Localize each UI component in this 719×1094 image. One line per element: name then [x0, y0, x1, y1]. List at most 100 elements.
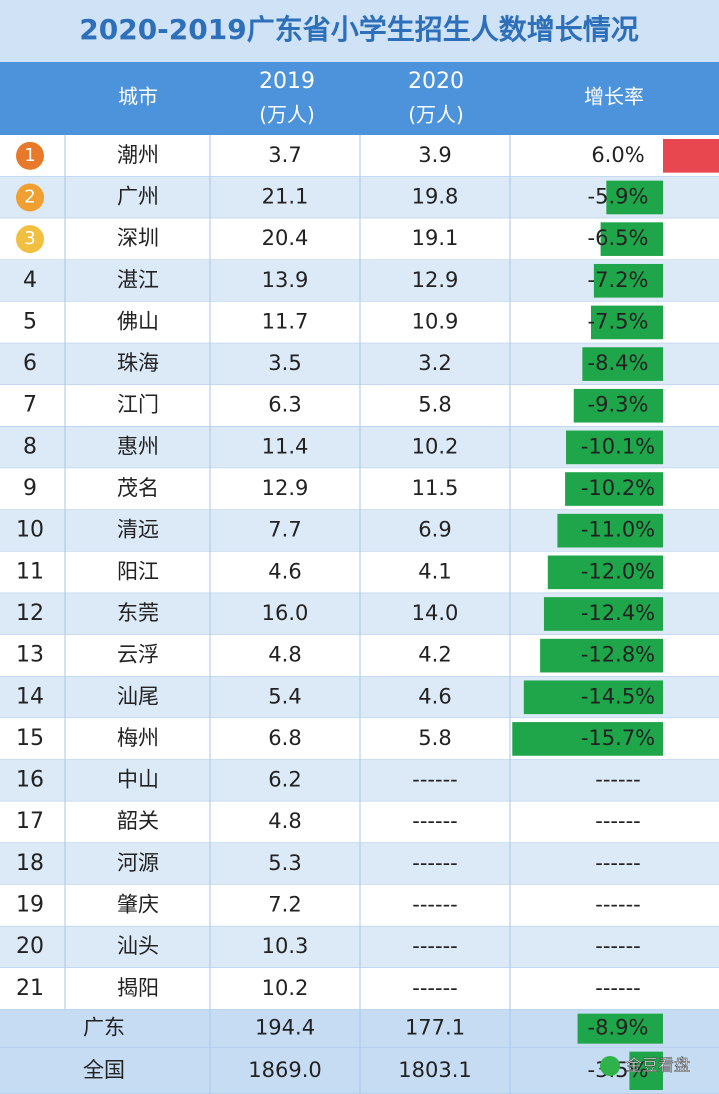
value-2019: 6.2 — [268, 768, 301, 792]
growth-label: -11.0% — [581, 518, 655, 542]
value-2020: 4.2 — [418, 643, 451, 667]
city: 揭阳 — [117, 976, 159, 1000]
header-growth: 增长率 — [584, 85, 644, 109]
growth-bar — [565, 472, 663, 506]
rank: 17 — [16, 809, 44, 834]
value-2020: 3.9 — [418, 143, 451, 167]
rank: 11 — [16, 559, 44, 584]
value-2019: 5.3 — [268, 851, 301, 875]
rank: 20 — [16, 934, 44, 959]
city: 广东 — [83, 1016, 125, 1040]
rank: 8 — [23, 434, 37, 459]
value-2020: 3.2 — [418, 351, 451, 375]
growth-label: ------ — [595, 851, 640, 875]
value-2020: ------ — [412, 893, 457, 917]
rank: 6 — [23, 351, 37, 376]
city: 广州 — [117, 184, 159, 208]
value-2020: 4.6 — [418, 684, 451, 708]
rank: 10 — [16, 518, 44, 543]
city: 河源 — [117, 851, 159, 875]
rank: 14 — [16, 684, 44, 709]
rank-badge — [16, 141, 44, 170]
growth-bar — [540, 638, 663, 673]
value-2019: 21.1 — [262, 184, 309, 208]
rank: 2 — [24, 186, 35, 207]
value-2020: 6.9 — [418, 518, 451, 542]
growth-label: -9.3% — [588, 393, 649, 417]
value-2020: 19.8 — [412, 184, 459, 208]
value-2019: 6.8 — [268, 726, 301, 750]
rank: 15 — [16, 726, 44, 751]
rank: 5 — [23, 309, 37, 334]
rank: 1 — [24, 145, 35, 166]
city: 潮州 — [117, 143, 159, 167]
value-2019: 7.7 — [268, 518, 301, 542]
growth-bar — [577, 1013, 663, 1044]
growth-bar — [543, 597, 663, 631]
city: 惠州 — [117, 434, 159, 458]
rank: 16 — [16, 768, 44, 793]
rank: 12 — [16, 601, 44, 626]
rank: 4 — [23, 268, 37, 293]
city: 云浮 — [117, 643, 159, 667]
rank: 19 — [16, 893, 44, 918]
city: 东莞 — [117, 601, 159, 625]
value-2020: 19.1 — [412, 226, 459, 250]
city: 佛山 — [117, 309, 159, 333]
value-2019: 13.9 — [262, 268, 309, 292]
growth-label: -14.5% — [581, 684, 655, 708]
city: 清远 — [117, 518, 159, 542]
header-row — [0, 62, 719, 135]
growth-label: -5.9% — [588, 184, 649, 208]
title: 2020-2019广东省小学生招生人数增长情况 — [79, 13, 638, 46]
watermark-logo — [600, 1056, 620, 1076]
value-2019: 12.9 — [262, 476, 309, 500]
value-2019: 7.2 — [268, 893, 301, 917]
value-2019: 3.5 — [268, 351, 301, 375]
growth-label: ------ — [595, 768, 640, 792]
city: 阳江 — [117, 559, 159, 583]
value-2020: 10.2 — [412, 434, 459, 458]
value-2020: 14.0 — [412, 601, 459, 625]
rank: 13 — [16, 643, 44, 668]
value-2019: 4.8 — [268, 809, 301, 833]
growth-bar — [600, 222, 663, 256]
value-2020: ------ — [412, 851, 457, 875]
rank: 3 — [24, 228, 35, 249]
header-2019: 2019 — [259, 69, 315, 94]
value-2019: 4.8 — [268, 643, 301, 667]
value-2019: 6.3 — [268, 393, 301, 417]
growth-bar — [582, 347, 663, 381]
growth-bar — [523, 680, 663, 715]
city: 汕尾 — [117, 684, 159, 708]
city: 深圳 — [117, 226, 159, 250]
growth-label: -7.2% — [588, 268, 649, 292]
growth-label: -8.9% — [588, 1016, 649, 1040]
value-2019: 3.7 — [268, 143, 301, 167]
value-2019: 5.4 — [268, 684, 301, 708]
value-2019: 11.7 — [262, 309, 309, 333]
growth-label: 6.0% — [591, 143, 644, 167]
header-city: 城市 — [118, 85, 158, 109]
city: 全国 — [83, 1058, 125, 1082]
value-2020: ------ — [412, 809, 457, 833]
header-2020-unit: (万人) — [408, 103, 464, 127]
growth-bar — [663, 139, 719, 173]
growth-label: -12.4% — [581, 601, 655, 625]
rank-badge — [16, 225, 44, 254]
growth-bar — [573, 388, 663, 423]
growth-label: -15.7% — [581, 726, 655, 750]
value-2019: 10.3 — [262, 934, 309, 958]
value-2019: 4.6 — [268, 559, 301, 583]
value-2020: 5.8 — [418, 726, 451, 750]
city: 江门 — [117, 393, 159, 417]
growth-bar — [591, 305, 663, 340]
value-2020: 177.1 — [405, 1016, 465, 1040]
growth-bar — [606, 180, 663, 215]
value-2020: 4.1 — [418, 559, 451, 583]
growth-label: -12.8% — [581, 643, 655, 667]
city: 湛江 — [117, 268, 159, 292]
value-2019: 20.4 — [262, 226, 309, 250]
rank-badge — [16, 183, 44, 212]
